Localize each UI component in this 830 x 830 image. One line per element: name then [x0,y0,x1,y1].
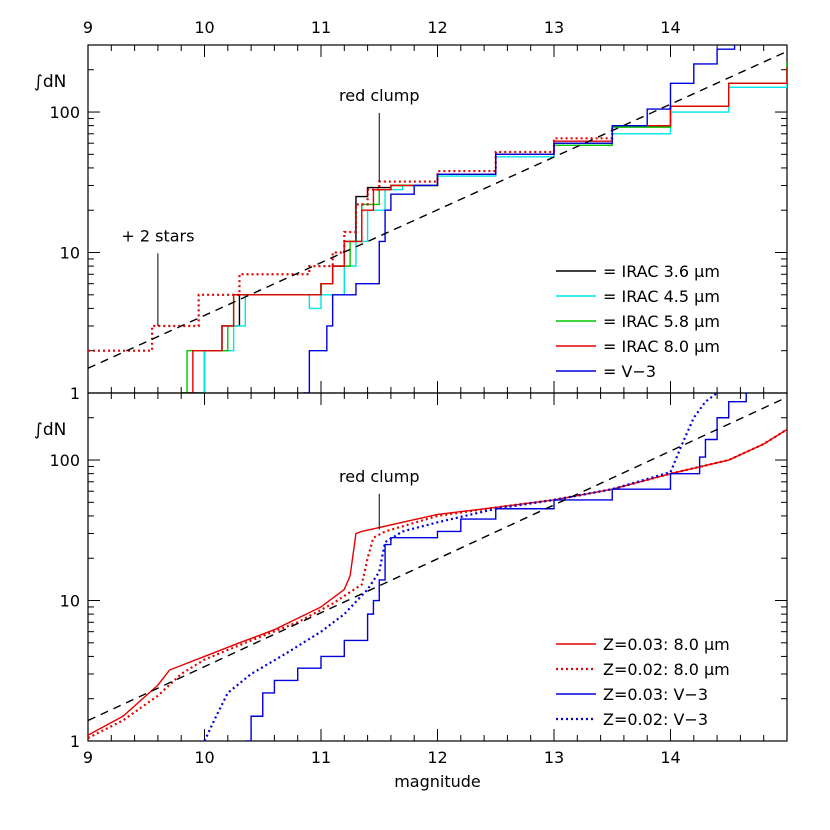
panel-top: 9 10 11 12 13 14 1 10 100 ∫dN red clump + 2 stars = … [34,18,788,403]
x-tick-label: 13 [544,18,564,37]
annotation-label: red clump [339,467,419,486]
y-axis-label: ∫dN [34,72,66,92]
panel-bottom: 9 10 11 12 13 14 1 10 100 ∫dN magnitude red clump Z=… [34,392,788,791]
annotation-label: + 2 stars [121,226,194,245]
x-axis-label: magnitude [394,772,481,791]
y-tick-label: 100 [49,451,80,470]
x-tick-label: 10 [194,748,214,767]
legend-label: Z=0.03: 8.0 μm [603,635,730,654]
y-tick-label: 1 [70,732,80,751]
x-tick-label: 14 [660,748,680,767]
annotation-label: red clump [339,86,419,105]
x-tick-label: 13 [544,748,564,767]
legend-label: = IRAC 3.6 μm [603,262,720,281]
legend-label: = IRAC 4.5 μm [603,287,720,306]
series-line [88,50,787,369]
y-tick-label: 1 [70,384,80,403]
legend-label: = IRAC 8.0 μm [603,337,720,356]
y-tick-label: 10 [60,244,80,263]
x-tick-label: 11 [311,18,331,37]
series-line [88,396,787,722]
legend-label: Z=0.02: 8.0 μm [603,660,730,679]
legend-label: Z=0.03: V−3 [603,685,708,704]
plot-area [88,393,787,741]
x-tick-label: 12 [427,18,447,37]
legend-label: Z=0.02: V−3 [603,710,708,729]
series-line [303,45,736,393]
x-tick-label: 9 [83,748,93,767]
series-line [88,125,614,352]
series-line [88,428,787,736]
legend-label: = IRAC 5.8 μm [603,312,720,331]
y-axis-label: ∫dN [34,420,66,440]
x-tick-label: 9 [83,18,93,37]
legend-label: = V−3 [603,362,656,381]
legend: = IRAC 3.6 μm = IRAC 4.5 μm = IRAC 5.8 μm =… [556,262,720,381]
y-tick-label: 100 [49,103,80,122]
x-tick-label: 12 [427,748,447,767]
x-tick-label: 10 [194,18,214,37]
series-line [203,393,718,741]
y-tick-label: 10 [60,592,80,611]
x-tick-label: 11 [311,748,331,767]
plot-area [88,45,787,393]
x-tick-label: 14 [660,18,680,37]
legend: Z=0.03: 8.0 μm Z=0.02: 8.0 μm Z=0.03: V−3 Z… [556,635,730,729]
